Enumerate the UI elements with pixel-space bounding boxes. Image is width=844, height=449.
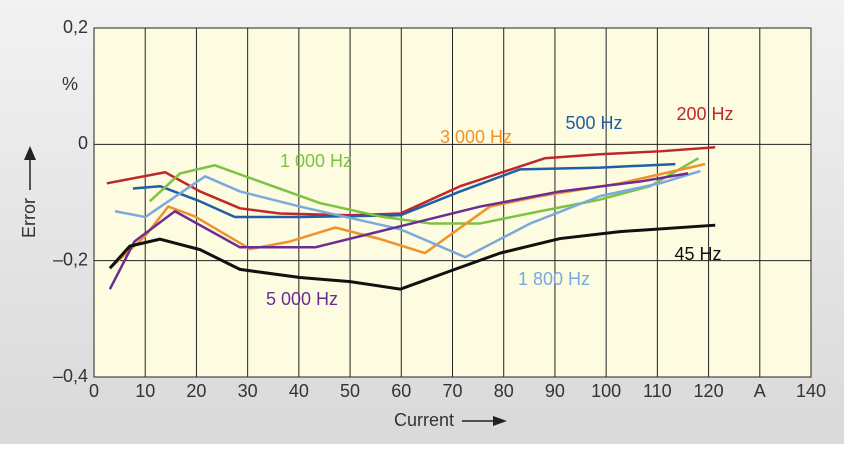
series-label: 500 Hz — [565, 113, 622, 133]
x-tick-label: 60 — [391, 381, 411, 401]
y-axis-label: Error — [19, 146, 39, 238]
series-label: 45 Hz — [674, 244, 721, 264]
series-line — [148, 157, 699, 225]
x-tick-label: A — [754, 381, 766, 401]
series-label: 1 000 Hz — [280, 151, 352, 171]
x-tick-label: 30 — [238, 381, 258, 401]
series-label: 1 800 Hz — [518, 269, 590, 289]
arrow-head — [493, 416, 507, 426]
series-line — [108, 223, 716, 291]
y-axis-title: Error — [19, 198, 39, 238]
series-label: 5 000 Hz — [266, 289, 338, 309]
x-tick-label: 90 — [545, 381, 565, 401]
x-tick-label: 100 — [591, 381, 621, 401]
series-line — [108, 172, 689, 290]
x-tick-label: 80 — [494, 381, 514, 401]
x-tick-label: 70 — [442, 381, 462, 401]
y-tick-label: 0 — [78, 133, 88, 153]
x-tick-label: 10 — [135, 381, 155, 401]
series-line — [114, 169, 701, 259]
y-tick-label: –0,2 — [53, 249, 88, 269]
x-tick-label: 20 — [186, 381, 206, 401]
series-label: 3 000 Hz — [440, 127, 512, 147]
x-tick-label: 0 — [89, 381, 99, 401]
plot-border — [93, 27, 812, 378]
y-unit: % — [62, 74, 78, 94]
x-tick-label: 140 — [796, 381, 826, 401]
y-tick-label: 0,2 — [63, 17, 88, 37]
x-axis-label: Current — [394, 410, 507, 430]
x-tick-label: 120 — [694, 381, 724, 401]
x-tick-label: 50 — [340, 381, 360, 401]
x-tick-label: 110 — [643, 381, 672, 401]
y-tick-label: –0,4 — [53, 366, 88, 386]
series-label: 200 Hz — [676, 104, 733, 124]
x-tick-label: 40 — [289, 381, 309, 401]
x-axis-title: Current — [394, 410, 454, 430]
arrow-head — [24, 146, 36, 160]
